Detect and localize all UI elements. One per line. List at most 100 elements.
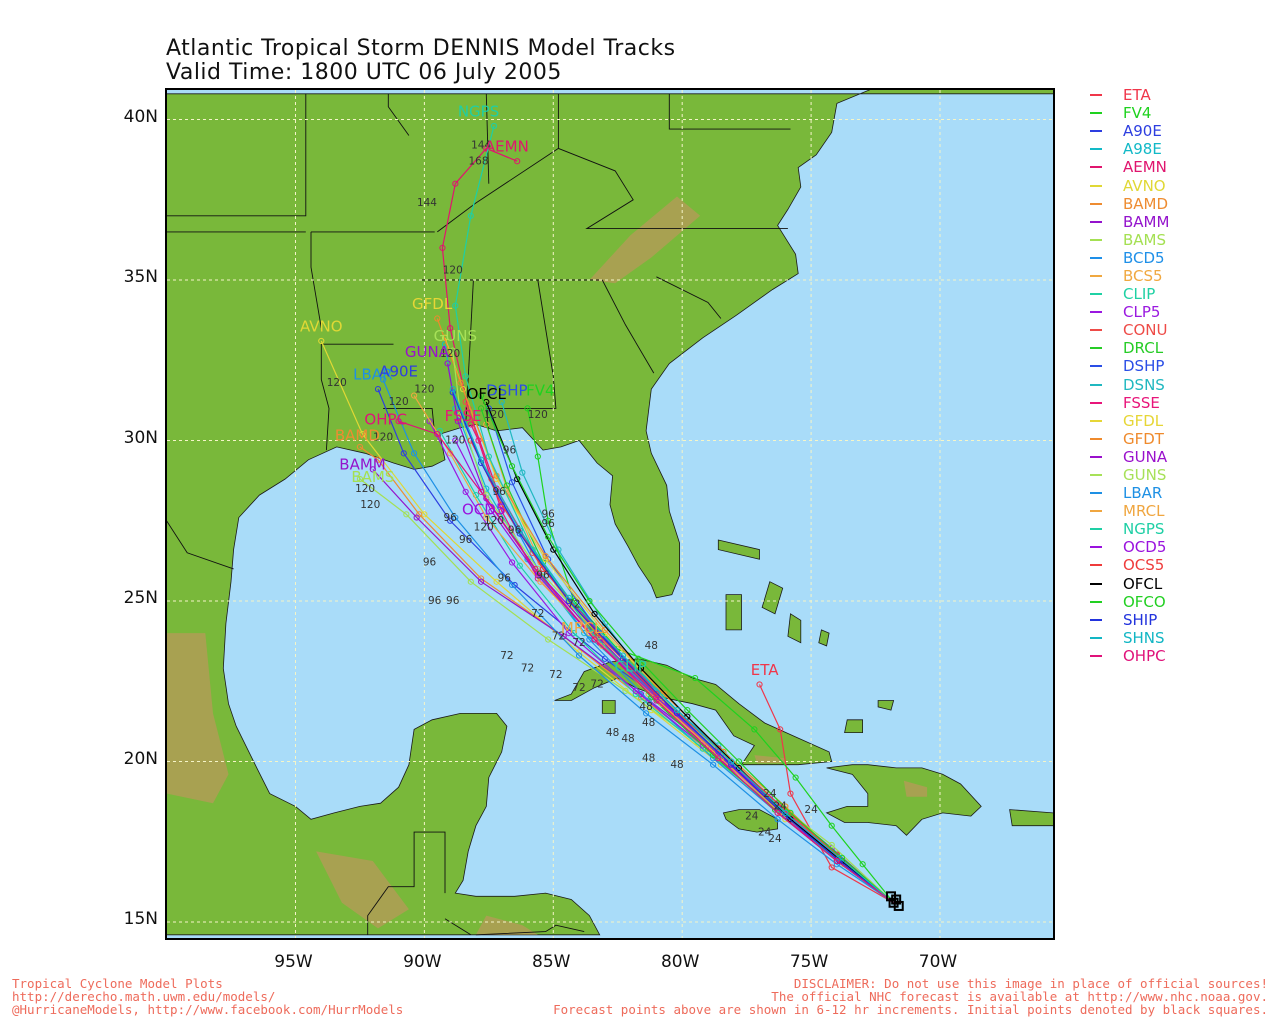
forecast-point — [787, 790, 794, 797]
forecast-point — [452, 514, 459, 521]
forecast-point — [516, 562, 523, 569]
forecast-point — [833, 857, 840, 865]
forecast-point — [478, 405, 485, 412]
forecast-hour-label: 96 — [498, 573, 512, 585]
latitude-tick-label: 15N — [123, 909, 158, 929]
track-ofcl — [483, 398, 894, 904]
legend-label: DRCL — [1123, 339, 1164, 358]
legend-label: DSNS — [1123, 375, 1165, 394]
terrain-highland — [316, 851, 409, 929]
footer-disclaimer: DISCLAIMER: Do not use this image in pla… — [553, 977, 1268, 1016]
track-line — [758, 684, 894, 904]
forecast-point — [735, 764, 743, 772]
legend-swatch — [1090, 166, 1102, 169]
border-line — [485, 93, 490, 184]
model-track-label: DSHP — [486, 382, 527, 400]
landmass — [761, 581, 784, 615]
latitude-tick-label: 40N — [123, 106, 158, 127]
map-panel[interactable]: 144 168 144 120 120 120 120 120 120 120 120 120 120 1… — [165, 88, 1055, 940]
latitude-tick-label: 35N — [123, 267, 158, 287]
forecast-hour-label: 72 — [572, 682, 585, 694]
forecast-point — [467, 578, 474, 585]
forecast-hour-label: 120 — [484, 409, 504, 421]
footer-link[interactable]: http://derecho.math.uwm.edu/models/ — [12, 989, 276, 1004]
forecast-point — [524, 405, 531, 412]
forecast-hour-label: 120 — [528, 409, 548, 421]
terrain-highland — [589, 196, 701, 284]
forecast-hour-label: 96 — [423, 557, 437, 569]
model-track-label: FSSE — [445, 407, 482, 425]
model-track-label: NGPS — [458, 102, 499, 120]
legend-item-avno: AVNO — [1090, 176, 1169, 195]
model-track-label: MRCL — [561, 619, 603, 637]
legend-swatch — [1090, 437, 1102, 440]
forecast-point — [782, 809, 789, 816]
legend-label: CLP5 — [1123, 303, 1161, 322]
forecast-point — [828, 822, 835, 829]
disclaimer-line: Forecast points above are shown in 6-12 … — [553, 1002, 1268, 1017]
border-line — [310, 231, 322, 329]
forecast-point — [478, 488, 485, 495]
forecast-point — [756, 681, 763, 688]
forecast-point — [434, 430, 441, 438]
forecast-hour-label: 96 — [541, 509, 555, 521]
legend-item-ocs5: OCS5 — [1090, 556, 1169, 574]
forecast-hour-label: 72 — [552, 631, 565, 643]
track-shns — [449, 386, 894, 904]
model-track-label: BAMS — [351, 468, 394, 486]
footer-line[interactable]: @HurricaneModels, http://www.facebook.co… — [12, 1002, 404, 1017]
legend-item-ngps: NGPS — [1090, 520, 1169, 538]
longitude-tick-label: 85W — [532, 952, 571, 972]
forecast-hour-label: 120 — [360, 499, 380, 511]
track-ohpc — [395, 418, 894, 904]
landmass — [877, 700, 895, 711]
legend-item-eta: ETA — [1090, 86, 1169, 104]
forecast-hour-label: 48 — [621, 733, 634, 745]
forecast-point — [828, 864, 835, 871]
forecast-point — [359, 430, 366, 438]
legend-swatch — [1090, 510, 1102, 513]
forecast-hour-label: 120 — [474, 521, 494, 533]
forecast-hour-label: 120 — [414, 383, 434, 395]
legend-swatch — [1090, 618, 1102, 621]
disclaimer-line: DISCLAIMER: Do not use this image in pla… — [793, 976, 1268, 991]
forecast-point — [545, 533, 552, 540]
forecast-point — [519, 469, 526, 476]
forecast-point — [508, 581, 516, 589]
track-line — [398, 420, 894, 904]
model-track-label: FV4 — [526, 382, 554, 400]
forecast-point — [637, 665, 645, 672]
forecast-hour-label: 72 — [531, 608, 544, 620]
legend-swatch — [1090, 546, 1102, 549]
legend-item-aemn: AEMN — [1090, 158, 1169, 176]
legend-swatch — [1090, 184, 1102, 187]
forecast-hour-label: 72 — [572, 637, 585, 649]
legend-swatch — [1090, 238, 1102, 241]
legend-label: SHIP — [1123, 610, 1158, 629]
model-track-label: BAMM — [339, 455, 385, 473]
longitude-tick-label: 75W — [789, 952, 829, 972]
forecast-point — [542, 552, 549, 560]
model-track-label: CLIP — [614, 658, 646, 676]
forecast-point — [462, 488, 469, 495]
track-ship — [449, 389, 894, 904]
track-ofco — [478, 392, 894, 904]
forecast-point — [508, 463, 516, 470]
forecast-hour-label: 48 — [606, 727, 619, 739]
forecast-hour-label: 48 — [642, 753, 655, 765]
track-line — [452, 392, 894, 904]
forecast-point — [673, 707, 681, 714]
legend-swatch — [1090, 293, 1102, 296]
border-line — [485, 279, 557, 431]
terrain-highland — [167, 633, 229, 804]
forecast-hour-label: 96 — [541, 518, 555, 530]
forecast-hour-label: 120 — [440, 348, 460, 360]
legend-swatch — [1090, 220, 1102, 223]
latitude-tick-label: 30N — [123, 427, 158, 448]
forecast-point — [684, 707, 691, 714]
forecast-point — [459, 386, 467, 393]
forecast-point — [380, 376, 387, 383]
model-track-label: GUNA — [405, 343, 450, 361]
forecast-hour-label: 168 — [469, 155, 489, 167]
